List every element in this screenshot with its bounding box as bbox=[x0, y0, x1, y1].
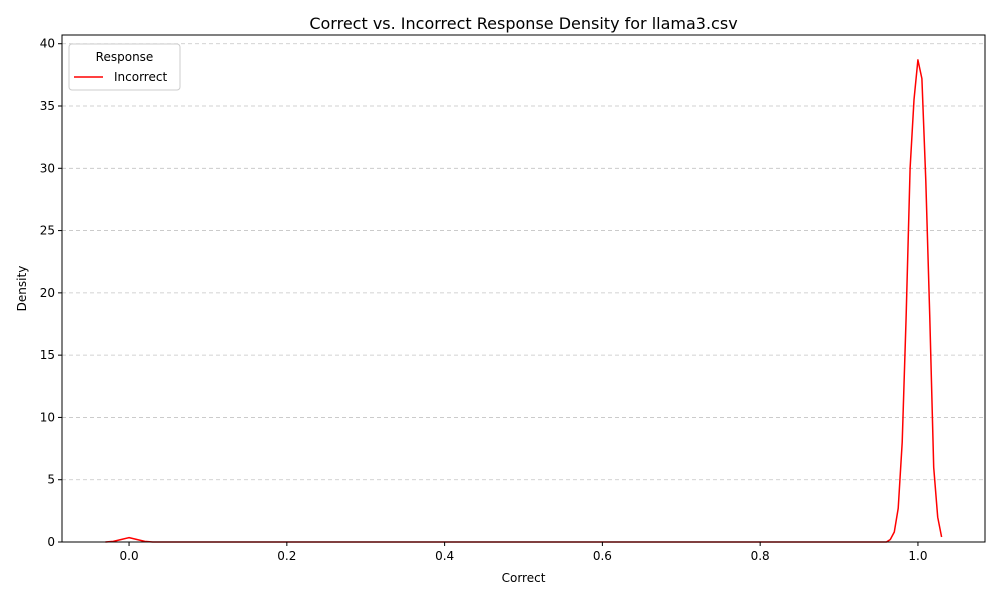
y-axis: 0 5 10 15 20 25 30 35 40 bbox=[40, 37, 62, 549]
plot-frame bbox=[61, 34, 986, 543]
y-tick-label: 40 bbox=[40, 37, 55, 51]
legend-box bbox=[68, 43, 181, 91]
x-tick-label: 0.8 bbox=[751, 549, 770, 563]
legend: Response Incorrect bbox=[68, 43, 181, 91]
series-layer bbox=[105, 59, 943, 543]
x-axis: 0.0 0.2 0.4 0.6 0.8 1.0 bbox=[120, 542, 927, 563]
y-gridlines bbox=[62, 43, 985, 481]
chart-title: Correct vs. Incorrect Response Density f… bbox=[309, 14, 737, 33]
y-tick-label: 10 bbox=[40, 410, 55, 424]
x-axis-label: Correct bbox=[502, 571, 546, 585]
series-line-0 bbox=[105, 59, 943, 543]
y-tick-label: 5 bbox=[47, 473, 55, 487]
y-axis-label: Density bbox=[15, 266, 29, 312]
y-tick-label: 15 bbox=[40, 348, 55, 362]
y-tick-label: 35 bbox=[40, 99, 55, 113]
y-tick-label: 30 bbox=[40, 161, 55, 175]
legend-title: Response bbox=[96, 50, 154, 64]
legend-label-incorrect: Incorrect bbox=[114, 70, 167, 84]
x-tick-label: 0.0 bbox=[120, 549, 139, 563]
y-tick-label: 0 bbox=[47, 535, 55, 549]
x-tick-label: 0.4 bbox=[435, 549, 454, 563]
y-tick-label: 25 bbox=[40, 224, 55, 238]
x-tick-label: 0.2 bbox=[277, 549, 296, 563]
x-tick-label: 1.0 bbox=[908, 549, 927, 563]
x-tick-label: 0.6 bbox=[593, 549, 612, 563]
y-tick-label: 20 bbox=[40, 286, 55, 300]
